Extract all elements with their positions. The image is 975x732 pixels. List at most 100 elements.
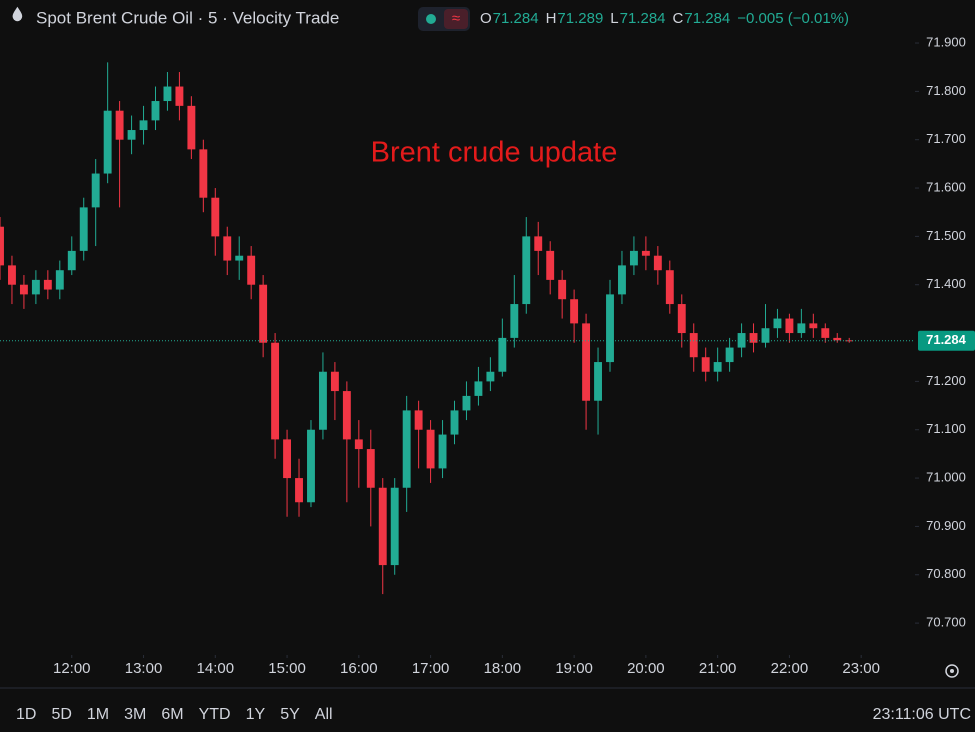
x-tick-label: 12:00 [53, 660, 91, 677]
range-button[interactable]: 1Y [246, 706, 266, 723]
x-tick-label: 19:00 [555, 660, 593, 677]
x-tick-label: 18:00 [484, 660, 522, 677]
y-tick-label: 71.600 [926, 179, 966, 194]
y-tick-label: 71.000 [926, 470, 966, 485]
annotation: Brent crude update [371, 137, 618, 169]
candle-body [283, 439, 292, 479]
range-button[interactable]: 1M [87, 706, 109, 723]
candle-body [354, 439, 363, 450]
range-button[interactable]: 5D [51, 706, 71, 723]
candle-body [809, 323, 818, 329]
candle-body [725, 347, 734, 363]
candle-body [378, 487, 387, 566]
candle-body [295, 478, 303, 503]
range-button[interactable]: All [315, 706, 333, 723]
candle-body [31, 279, 40, 295]
candle-body [67, 250, 76, 271]
candle-body [199, 149, 208, 198]
candle-body [366, 449, 375, 488]
y-tick-label: 71.700 [926, 131, 966, 146]
range-button[interactable]: 1D [16, 706, 36, 723]
candle-body [785, 318, 794, 334]
indicator-toggle[interactable] [444, 9, 468, 29]
candle-body [821, 328, 830, 338]
candle-body [761, 328, 770, 343]
range-button[interactable]: 5Y [280, 706, 300, 723]
candle-body [546, 250, 555, 280]
candle-body [713, 362, 722, 372]
candle-body [414, 410, 423, 430]
candle-body [187, 105, 196, 150]
y-tick-label: 71.500 [926, 228, 966, 243]
x-tick-label: 23:00 [842, 660, 880, 677]
x-tick-label: 22:00 [771, 660, 809, 677]
candle-body [0, 226, 4, 266]
ohlc-value: 71.289 [557, 10, 603, 27]
price-change: −0.005 (−0.01%) [737, 10, 849, 27]
settings-icon[interactable] [945, 664, 959, 678]
candle-body [55, 270, 64, 290]
candle-body [833, 337, 842, 341]
x-tick-label: 16:00 [340, 660, 378, 677]
candle-body [307, 429, 315, 503]
candle-body [19, 284, 28, 295]
ohlc-letter: C [673, 10, 684, 27]
plot-area [0, 42, 919, 658]
candle-body [749, 333, 758, 343]
x-tick-label: 17:00 [412, 660, 450, 677]
candle-body [510, 304, 519, 338]
candle-body [797, 323, 806, 334]
candle-body [594, 362, 602, 401]
ohlc-value: 71.284 [493, 10, 539, 27]
y-tick-label: 71.900 [926, 34, 966, 49]
candle-body [689, 333, 698, 358]
symbol-icon [12, 6, 23, 22]
candle-body [486, 371, 495, 382]
candle-body [606, 294, 614, 363]
y-tick-label: 71.400 [926, 276, 966, 291]
clock: 23:11:06 UTC [873, 706, 971, 723]
last-price-label: 71.284 [926, 332, 967, 347]
candle-body [677, 304, 686, 334]
candle-body [665, 270, 674, 305]
candle-body [115, 110, 124, 140]
candle-body [223, 236, 232, 261]
ohlc-value: 71.284 [620, 10, 666, 27]
candle-body [498, 337, 507, 372]
ohlc-value: 71.284 [684, 10, 730, 27]
candle-body [653, 255, 662, 271]
last-price-box [918, 330, 975, 351]
candle-body [474, 381, 483, 396]
candle-body [151, 101, 160, 121]
candle-body [175, 86, 184, 106]
ohlc-letter: O [480, 10, 492, 27]
candle-body [8, 265, 16, 285]
candle-body [43, 279, 52, 290]
candle-body [342, 391, 351, 440]
candle-body [247, 255, 256, 285]
x-tick-label: 13:00 [125, 660, 163, 677]
candle-body [534, 236, 543, 251]
candle-body [103, 110, 112, 174]
range-button[interactable]: 3M [124, 706, 146, 723]
range-button[interactable]: YTD [199, 706, 231, 723]
candle-body [701, 357, 710, 372]
y-tick-label: 70.900 [926, 518, 966, 533]
candle-body [127, 130, 136, 140]
candle-body [390, 487, 399, 566]
range-button[interactable]: 6M [161, 706, 183, 723]
candle-body [259, 284, 268, 343]
y-tick-label: 71.800 [926, 83, 966, 98]
x-tick-label: 14:00 [197, 660, 235, 677]
candle-body [450, 410, 459, 435]
candle-body [318, 371, 327, 430]
ohlc-letter: L [610, 10, 618, 27]
candle-body [558, 279, 567, 300]
candle-body [211, 197, 220, 237]
candle-body [462, 395, 471, 411]
candle-body [91, 173, 100, 208]
x-tick-label: 21:00 [699, 660, 737, 677]
candle-body [235, 255, 244, 261]
y-tick-label: 70.800 [926, 566, 966, 581]
